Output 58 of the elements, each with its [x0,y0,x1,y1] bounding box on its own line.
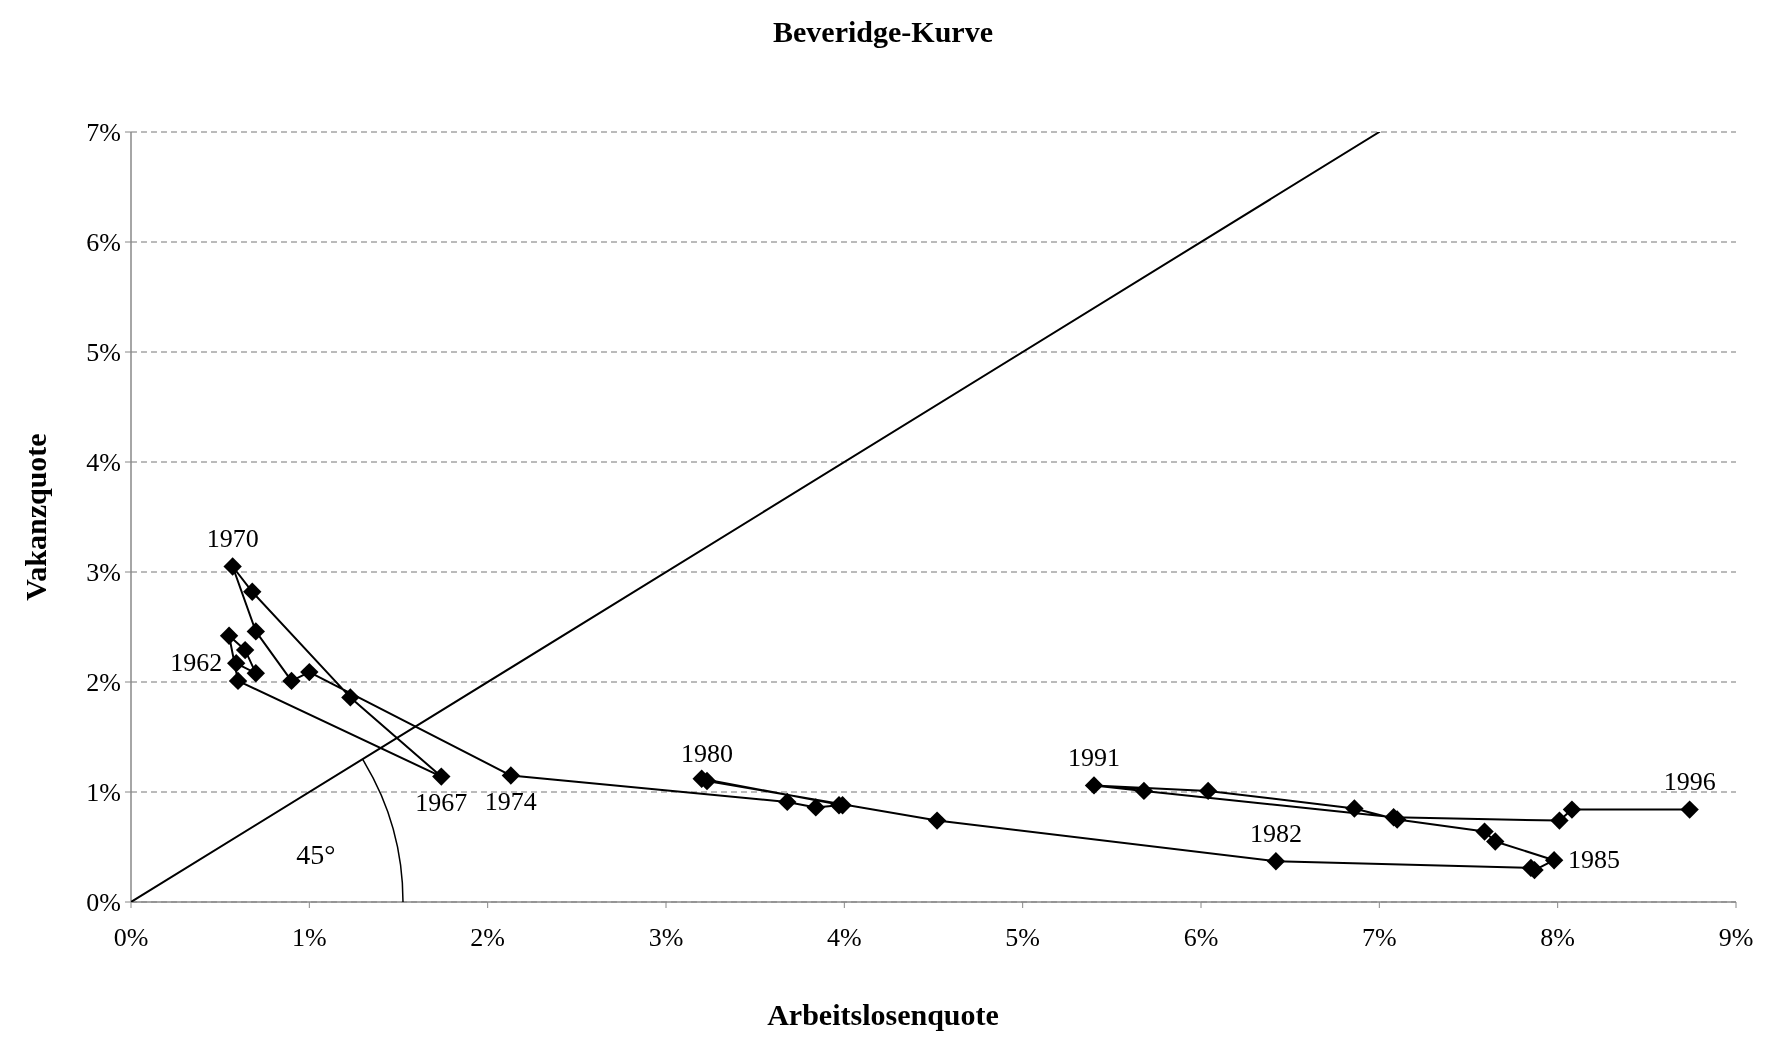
point [778,792,797,812]
y-axis-title: Vakanzquote [19,433,52,601]
y-tick-label: 2% [86,668,121,698]
x-tick-label: 4% [827,923,862,952]
point [806,798,825,817]
x-tick-label: 1% [292,923,327,952]
annotation: 1967 [415,788,468,818]
x-tick-label: 0% [113,923,149,952]
y-tick-label: 5% [86,338,121,368]
point [228,671,248,691]
point [246,622,266,641]
point [1680,800,1699,819]
chart-title: Beveridge-Kurve [773,15,993,48]
point [1266,852,1286,871]
point [501,766,521,785]
point [1198,781,1218,801]
point [1562,800,1582,819]
point [1544,851,1564,870]
point [1550,811,1569,830]
point [432,767,451,786]
point [282,671,301,691]
x-tick-label: 8% [1540,923,1575,952]
x-tick-label: 9% [1718,923,1754,952]
y-tick-label: 1% [86,778,121,808]
point [1486,832,1505,851]
x-tick-label: 5% [1005,923,1040,952]
annotation: 1996 [1663,767,1716,797]
annotation: 1985 [1568,845,1621,874]
y-tick-label: 3% [86,558,121,588]
annotation: 1980 [681,738,734,768]
point [300,662,319,682]
y-tick-label: 0% [86,888,121,918]
annotation: 1970 [206,524,259,554]
annotation: 1991 [1068,743,1120,773]
y-tick-label: 7% [86,118,121,148]
point [235,640,255,660]
x-tick-label: 7% [1362,923,1397,952]
point [223,557,242,576]
annotation: 1974 [484,787,537,817]
point [243,582,262,601]
point [927,811,947,830]
y-tick-label: 4% [86,448,121,478]
point [1345,799,1364,818]
x-axis-title: Arbeitslosenquote [767,998,999,1031]
point [227,654,246,673]
point [341,688,360,707]
point [1475,822,1494,841]
x-tick-label: 3% [648,923,684,952]
point [1134,781,1154,801]
point [219,626,239,645]
point [246,664,266,683]
annotation: 1962 [170,648,223,678]
point [1084,776,1104,795]
x-tick-label: 2% [470,923,505,952]
x-tick-label: 6% [1183,923,1219,952]
annotation: 45° [296,838,336,870]
y-tick-label: 6% [86,228,121,258]
annotation: 1982 [1249,819,1302,849]
